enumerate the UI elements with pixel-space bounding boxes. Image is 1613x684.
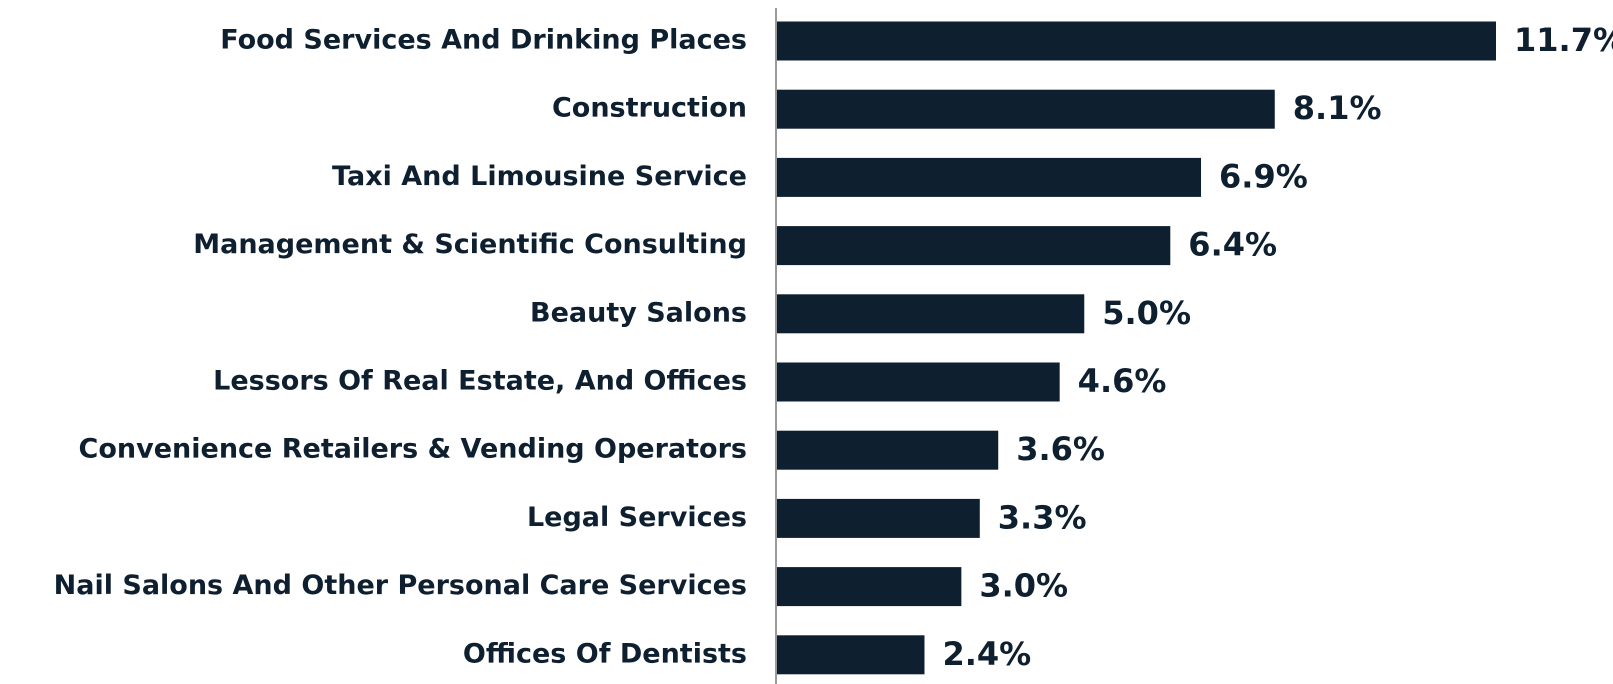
value-label: 5.0% bbox=[1102, 294, 1191, 332]
bar bbox=[777, 635, 925, 675]
category-label: Construction bbox=[552, 93, 747, 124]
category-label: Offices Of Dentists bbox=[463, 638, 747, 669]
value-label: 3.3% bbox=[998, 498, 1087, 536]
category-label: Food Services And Drinking Places bbox=[220, 25, 747, 56]
bar bbox=[777, 362, 1060, 402]
value-label: 3.6% bbox=[1016, 430, 1105, 468]
category-label: Lessors Of Real Estate, And Offices bbox=[213, 366, 747, 397]
value-label: 2.4% bbox=[942, 635, 1031, 673]
category-label: Legal Services bbox=[527, 502, 747, 533]
bar bbox=[777, 157, 1202, 197]
category-label: Nail Salons And Other Personal Care Serv… bbox=[54, 570, 747, 601]
bar bbox=[777, 430, 999, 470]
bar bbox=[777, 21, 1496, 61]
value-label: 6.9% bbox=[1219, 157, 1308, 195]
value-label: 8.1% bbox=[1293, 89, 1382, 127]
value-label: 11.7% bbox=[1514, 21, 1613, 59]
value-label: 3.0% bbox=[979, 567, 1068, 605]
category-label: Taxi And Limousine Service bbox=[332, 161, 747, 192]
value-label: 4.6% bbox=[1078, 362, 1167, 400]
category-label: Beauty Salons bbox=[530, 297, 747, 328]
bar bbox=[777, 294, 1085, 334]
bar bbox=[777, 498, 980, 538]
bar bbox=[777, 226, 1171, 266]
value-label: 6.4% bbox=[1188, 226, 1277, 264]
bar bbox=[777, 89, 1275, 129]
category-label: Convenience Retailers & Vending Operator… bbox=[79, 434, 747, 465]
bar bbox=[777, 567, 962, 607]
category-label: Management & Scientific Consulting bbox=[193, 229, 747, 260]
